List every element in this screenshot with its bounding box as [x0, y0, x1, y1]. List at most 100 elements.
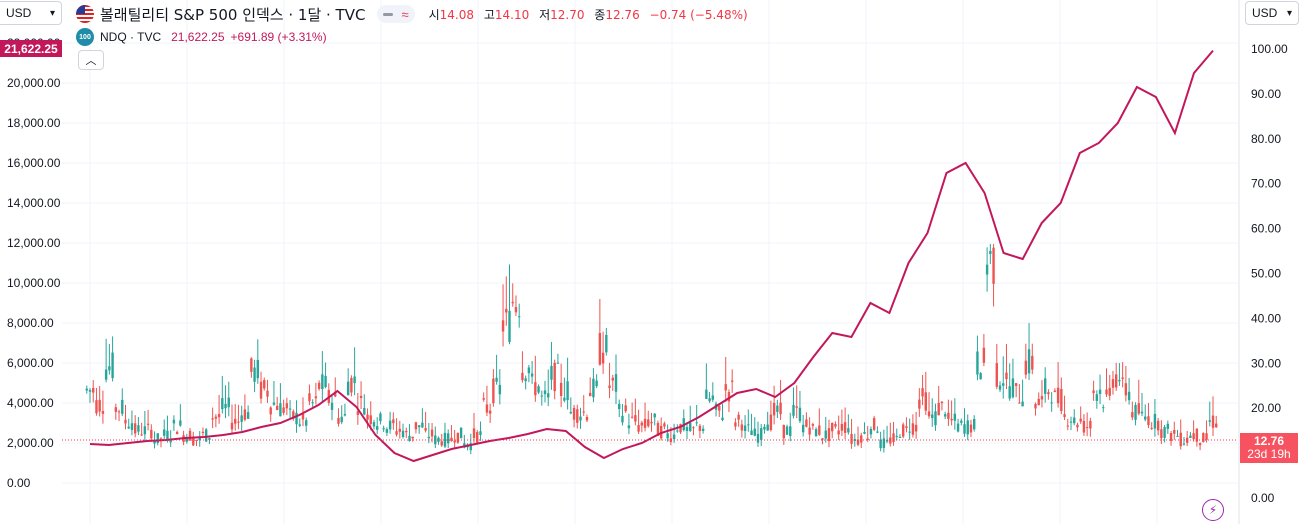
- candle-body: [995, 363, 998, 387]
- candle-body: [701, 428, 705, 431]
- right-axis-labels: 100.00 90.00 80.00 70.00 60.00 50.00 40.00 30.0…: [1251, 42, 1288, 505]
- candle-body: [798, 407, 802, 422]
- series-toggle[interactable]: ≈: [377, 5, 415, 23]
- candle-body: [1050, 402, 1053, 404]
- candle-body: [898, 436, 902, 438]
- candle-body: [353, 376, 356, 384]
- candle-body: [782, 424, 786, 439]
- candle-body: [298, 424, 301, 426]
- candle-body: [569, 411, 573, 414]
- candle-body: [340, 416, 343, 423]
- candle-body: [1040, 396, 1044, 400]
- lightning-icon[interactable]: ⚡: [1202, 499, 1224, 521]
- ohlc-values: 시14.08 고14.10 저12.70 종12.76 −0.74 (−5.48…: [429, 6, 754, 23]
- candle-body: [608, 385, 611, 389]
- candle-body: [789, 426, 792, 436]
- candle-body: [450, 437, 453, 442]
- candle-body: [624, 405, 627, 412]
- candle-body: [146, 423, 150, 425]
- candle-body: [650, 421, 653, 424]
- ohlc-change: −0.74 (−5.48%): [649, 7, 748, 22]
- candle-body: [421, 422, 424, 428]
- candle-body: [488, 410, 492, 414]
- legend-collapse-button[interactable]: ︿: [78, 50, 104, 70]
- chevron-down-icon: ▾: [1286, 7, 1292, 19]
- candle-body: [931, 414, 934, 419]
- candle-body: [243, 409, 247, 420]
- candle-body: [1189, 435, 1192, 439]
- ohlc-open-value: 14.08: [439, 7, 474, 22]
- candle-body: [1179, 432, 1182, 447]
- candle-body: [266, 390, 269, 397]
- candle-body: [127, 426, 130, 429]
- candle-body: [279, 403, 282, 417]
- candle-body: [1063, 414, 1066, 418]
- candle-body: [721, 417, 724, 421]
- candle-body: [547, 393, 550, 398]
- ndq-logo-icon: 100: [76, 28, 94, 46]
- candle-body: [434, 435, 437, 445]
- candle-body: [588, 392, 592, 397]
- currency-select-left[interactable]: USD ▾: [0, 1, 62, 25]
- candle-body: [305, 420, 308, 426]
- candle-body: [892, 433, 895, 443]
- candle-body: [969, 424, 973, 433]
- candle-body: [521, 372, 524, 381]
- candle-body: [356, 411, 360, 415]
- candle-body: [137, 425, 140, 432]
- candle-body: [808, 427, 811, 435]
- hide-icon[interactable]: [383, 12, 394, 16]
- candle-body: [1027, 349, 1031, 374]
- candle-body: [769, 414, 773, 430]
- candle-body: [201, 431, 205, 434]
- candle-body: [537, 386, 540, 393]
- candle-body: [850, 433, 853, 444]
- candle-body: [676, 430, 679, 432]
- currency-select-right[interactable]: USD ▾: [1245, 1, 1299, 25]
- candle-body: [1150, 427, 1153, 429]
- candle-body: [459, 427, 463, 439]
- candle-body: [937, 402, 940, 416]
- right-axis-label: 30.00: [1251, 356, 1281, 370]
- candle-body: [627, 425, 631, 429]
- candle-body: [385, 429, 389, 433]
- chevron-up-icon: ︿: [85, 55, 97, 67]
- candle-body: [989, 250, 992, 254]
- candle-body: [163, 429, 166, 436]
- candle-body: [1156, 420, 1160, 431]
- compare-series-title[interactable]: NDQ · TVC: [100, 30, 162, 44]
- ohlc-high-label: 고: [483, 7, 495, 22]
- compare-wave-icon[interactable]: ≈: [401, 6, 409, 22]
- candle-body: [1073, 417, 1076, 424]
- candle-body: [1011, 378, 1015, 398]
- candle-body: [1131, 412, 1134, 418]
- candle-body: [692, 427, 695, 429]
- candle-body: [321, 374, 324, 390]
- candle-body: [1102, 407, 1105, 409]
- candle-body: [940, 401, 944, 404]
- left-axis-label: 12,000.00: [7, 236, 61, 250]
- candle-body: [208, 438, 211, 440]
- candle-body: [1205, 433, 1208, 440]
- candle-body: [411, 436, 414, 439]
- candle-body: [237, 421, 240, 423]
- candle-body: [1114, 374, 1118, 388]
- candle-body: [1163, 427, 1166, 438]
- main-series-title[interactable]: 볼래틸리티 S&P 500 인덱스 · 1달 · TVC: [100, 5, 366, 24]
- candle-body: [811, 424, 815, 426]
- left-axis-label: 4,000.00: [7, 396, 54, 410]
- candle-body: [505, 308, 508, 313]
- candle-body: [1153, 413, 1157, 429]
- candle-body: [1211, 415, 1215, 428]
- candle-body: [1215, 423, 1218, 428]
- candle-body: [834, 424, 837, 427]
- ohlc-close-label: 종: [594, 7, 606, 22]
- candle-body: [1056, 387, 1060, 404]
- chevron-down-icon: ▾: [49, 7, 55, 19]
- left-axis-label: 2,000.00: [7, 436, 54, 450]
- candle-body: [133, 423, 137, 434]
- candle-body: [1066, 425, 1069, 427]
- candle-body: [592, 378, 595, 398]
- candle-body: [417, 425, 421, 428]
